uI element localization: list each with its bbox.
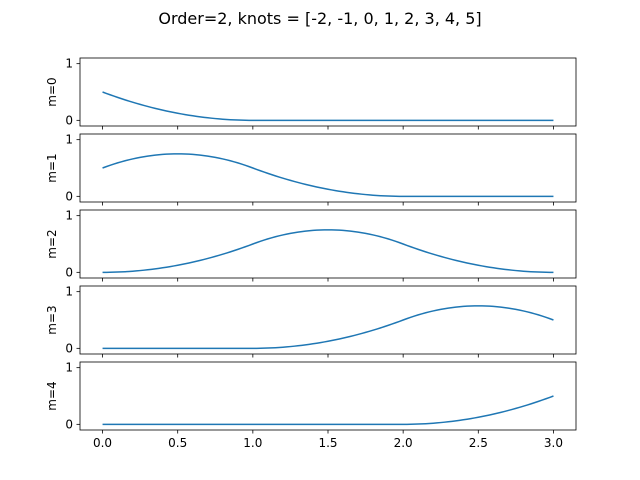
x-tick-label: 1.5 [318,436,337,450]
y-tick-label: 1 [65,285,73,299]
plot-area [80,58,576,126]
axes-frame [79,361,577,431]
y-axis-label: m=3 [45,305,59,334]
axes-frame [79,57,577,127]
axes-frame [79,133,577,203]
series-line-m=0 [102,91,554,122]
series-line-m=4 [102,395,554,426]
y-axis-label: m=2 [45,229,59,258]
series-line-m=1 [102,153,554,198]
y-axis-label: m=0 [45,77,59,106]
y-tick-label: 0 [65,189,73,203]
x-tick-label: 2.5 [469,436,488,450]
subplot-m4: 0.0 0.5 1.0 1.5 2.0 2.5 3.0 0 1 m=4 [45,361,577,450]
plot-area [80,210,576,278]
x-tick-label: 0.0 [93,436,112,450]
x-tick-label: 3.0 [544,436,563,450]
plot-area [80,134,576,202]
y-axis-label: m=1 [45,153,59,182]
x-tick-label: 0.5 [168,436,187,450]
plot-area [80,286,576,354]
y-tick-label: 0 [65,113,73,127]
x-tick-label: 1.0 [243,436,262,450]
x-tick-label: 2.0 [394,436,413,450]
y-tick-label: 1 [65,209,73,223]
plot-area [80,362,576,430]
axes-frame [79,209,577,279]
y-tick-label: 1 [65,57,73,71]
series-line-m=2 [102,229,554,274]
y-tick-label: 0 [65,417,73,431]
y-tick-label: 1 [65,133,73,147]
y-tick-label: 0 [65,341,73,355]
series-line-m=3 [102,305,554,350]
axes-frame [79,285,577,355]
subplots: 0.0 0.5 1.0 1.5 2.0 2.5 3.0 0 1 m=0 0.0 0.5 1.0 1.5 2.… [45,57,577,450]
y-axis-label: m=4 [45,381,59,410]
chart-title: Order=2, knots = [-2, -1, 0, 1, 2, 3, 4,… [158,9,481,28]
y-tick-label: 1 [65,361,73,375]
y-tick-label: 0 [65,265,73,279]
